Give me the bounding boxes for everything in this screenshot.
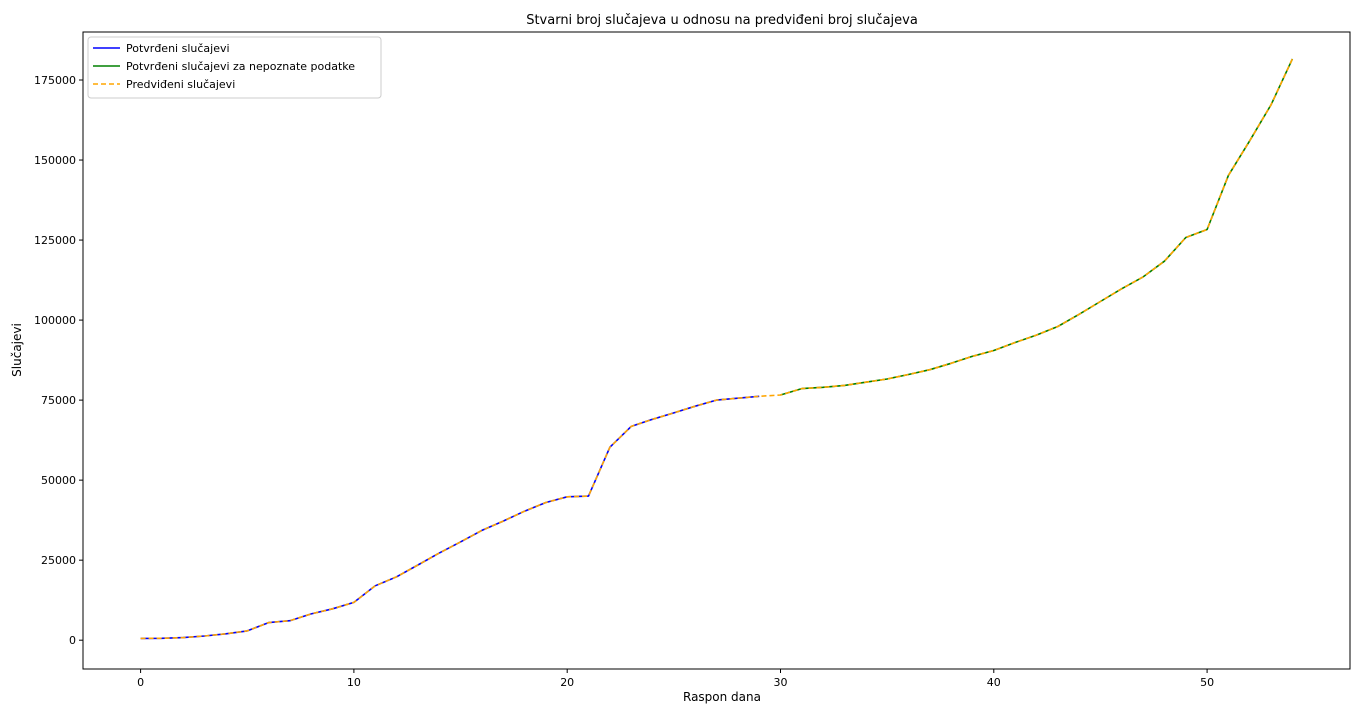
- series-line-1: [140, 395, 760, 640]
- series-line-2: [780, 58, 1294, 396]
- y-tick-label: 25000: [41, 554, 76, 567]
- plot-area: [140, 58, 1294, 640]
- y-tick-label: 150000: [34, 154, 76, 167]
- axes-frame: [82, 31, 1351, 670]
- y-tick-label: 100000: [34, 314, 76, 327]
- legend-label-1: Potvrđeni slučajevi: [126, 42, 230, 55]
- y-tick-label: 0: [69, 634, 76, 647]
- chart-title: Stvarni broj slučajeva u odnosu na predv…: [526, 13, 918, 28]
- legend-label-3: Predviđeni slučajevi: [126, 78, 235, 91]
- y-tick-label: 125000: [34, 234, 76, 247]
- y-tick-label: 75000: [41, 394, 76, 407]
- legend-box: [87, 36, 382, 99]
- legend-label-2: Potvrđeni slučajevi za nepoznate podatke: [126, 60, 355, 73]
- x-axis: 0 10 20 30 40 50: [137, 669, 1214, 689]
- y-axis: 0 25000 50000 75000 100000 125000 150000 175000: [34, 74, 83, 647]
- x-tick-label: 40: [987, 676, 1001, 689]
- legend: Potvrđeni slučajevi Potvrđeni slučajevi z…: [87, 36, 382, 99]
- series-line-3: [140, 58, 1294, 640]
- x-axis-label: Raspon dana: [683, 690, 761, 704]
- y-tick-label: 50000: [41, 474, 76, 487]
- x-tick-label: 0: [137, 676, 144, 689]
- x-tick-label: 50: [1200, 676, 1214, 689]
- x-tick-label: 30: [773, 676, 787, 689]
- y-axis-label: Slučajevi: [10, 323, 24, 377]
- y-tick-label: 175000: [34, 74, 76, 87]
- x-tick-label: 20: [560, 676, 574, 689]
- x-tick-label: 10: [347, 676, 361, 689]
